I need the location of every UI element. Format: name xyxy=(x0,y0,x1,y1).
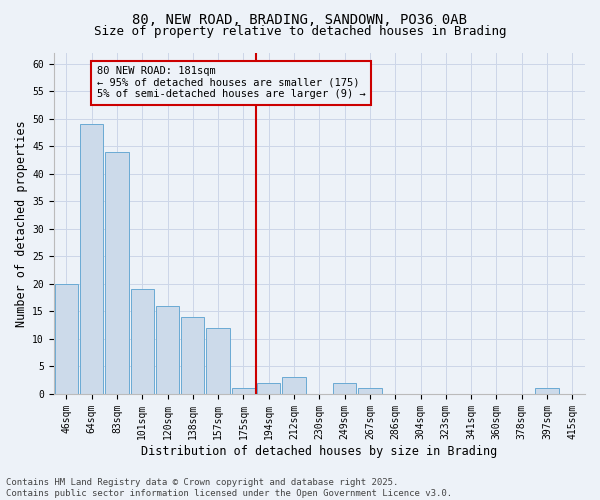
Text: 80, NEW ROAD, BRADING, SANDOWN, PO36 0AB: 80, NEW ROAD, BRADING, SANDOWN, PO36 0AB xyxy=(133,12,467,26)
Bar xyxy=(55,284,78,394)
Bar xyxy=(80,124,103,394)
Bar xyxy=(257,383,280,394)
Bar xyxy=(105,152,128,394)
X-axis label: Distribution of detached houses by size in Brading: Distribution of detached houses by size … xyxy=(141,444,497,458)
Bar xyxy=(181,317,205,394)
Y-axis label: Number of detached properties: Number of detached properties xyxy=(15,120,28,326)
Bar xyxy=(535,388,559,394)
Bar xyxy=(131,290,154,394)
Bar xyxy=(283,378,305,394)
Bar xyxy=(333,383,356,394)
Text: Contains HM Land Registry data © Crown copyright and database right 2025.
Contai: Contains HM Land Registry data © Crown c… xyxy=(6,478,452,498)
Bar xyxy=(156,306,179,394)
Bar xyxy=(206,328,230,394)
Text: 80 NEW ROAD: 181sqm
← 95% of detached houses are smaller (175)
5% of semi-detach: 80 NEW ROAD: 181sqm ← 95% of detached ho… xyxy=(97,66,365,100)
Text: Size of property relative to detached houses in Brading: Size of property relative to detached ho… xyxy=(94,25,506,38)
Bar xyxy=(358,388,382,394)
Bar xyxy=(232,388,255,394)
